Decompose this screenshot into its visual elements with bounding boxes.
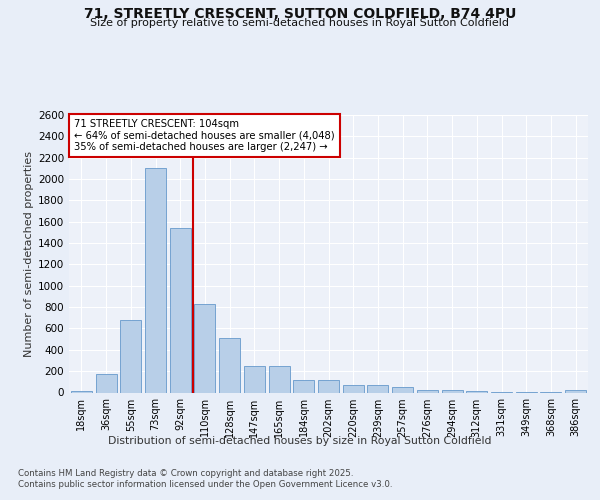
Text: 71 STREETLY CRESCENT: 104sqm
← 64% of semi-detached houses are smaller (4,048)
3: 71 STREETLY CRESCENT: 104sqm ← 64% of se… — [74, 119, 335, 152]
Text: Contains HM Land Registry data © Crown copyright and database right 2025.: Contains HM Land Registry data © Crown c… — [18, 469, 353, 478]
Bar — [318, 380, 339, 392]
Bar — [565, 390, 586, 392]
Text: 71, STREETLY CRESCENT, SUTTON COLDFIELD, B74 4PU: 71, STREETLY CRESCENT, SUTTON COLDFIELD,… — [84, 8, 516, 22]
Text: Size of property relative to semi-detached houses in Royal Sutton Coldfield: Size of property relative to semi-detach… — [91, 18, 509, 28]
Bar — [244, 366, 265, 392]
Text: Contains public sector information licensed under the Open Government Licence v3: Contains public sector information licen… — [18, 480, 392, 489]
Bar — [269, 366, 290, 392]
Y-axis label: Number of semi-detached properties: Number of semi-detached properties — [24, 151, 34, 357]
Bar — [343, 385, 364, 392]
Bar — [367, 385, 388, 392]
Bar — [417, 390, 438, 392]
Bar — [194, 304, 215, 392]
Text: Distribution of semi-detached houses by size in Royal Sutton Coldfield: Distribution of semi-detached houses by … — [108, 436, 492, 446]
Bar — [392, 387, 413, 392]
Bar — [95, 374, 116, 392]
Bar — [219, 338, 240, 392]
Bar — [71, 391, 92, 392]
Bar — [442, 390, 463, 392]
Bar — [120, 320, 141, 392]
Bar — [293, 380, 314, 392]
Bar — [170, 228, 191, 392]
Bar — [145, 168, 166, 392]
